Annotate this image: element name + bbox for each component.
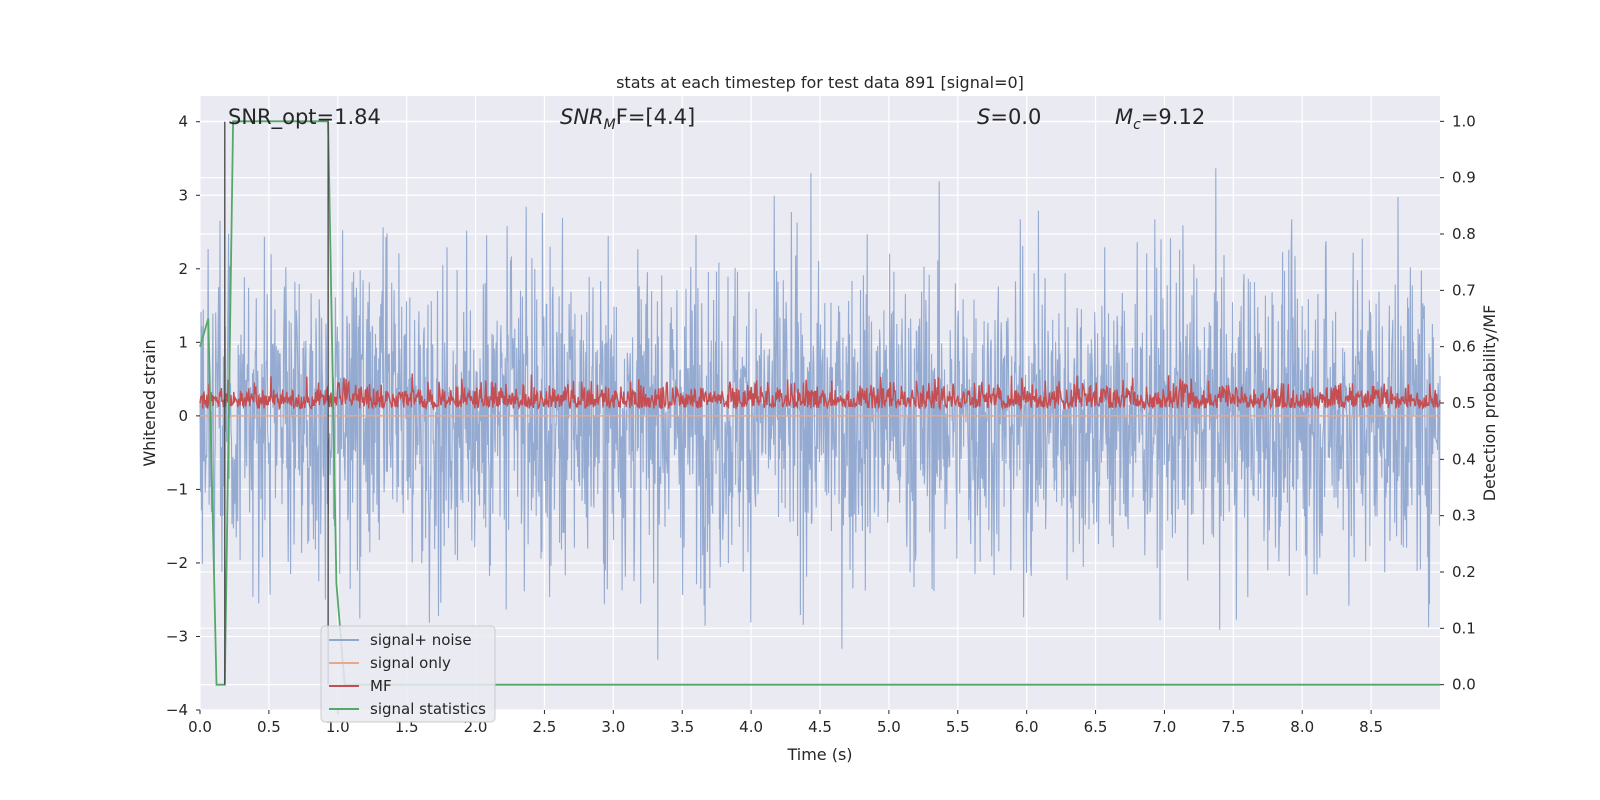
legend: signal+ noise signal only MF signal stat…: [320, 625, 496, 723]
x-tick-label: 6.5: [1084, 718, 1108, 736]
x-tick-label: 5.5: [946, 718, 970, 736]
x-tick-label: 2.5: [533, 718, 557, 736]
legend-label-signal-only: signal only: [370, 654, 451, 672]
y-axis-label: Whitened strain: [140, 339, 159, 466]
y2-axis-label: Detection probability/MF: [1480, 305, 1499, 502]
snr-mf-value: F=[4.4]: [616, 105, 695, 129]
y-tick-label: −1: [166, 480, 188, 498]
y2-tick-label: 0.3: [1452, 507, 1476, 525]
y-tick-label: 2: [178, 260, 188, 278]
x-tick-label: 3.0: [601, 718, 625, 736]
legend-label-mf: MF: [370, 677, 392, 695]
mc-annotation: Mc=9.12: [1115, 105, 1205, 133]
series-mf: [199, 373, 1441, 412]
y2-tick-label: 0.5: [1452, 394, 1476, 412]
y2-tick-label: 0.4: [1452, 450, 1476, 468]
y2-tick-label: 0.9: [1452, 169, 1476, 187]
snr-mf-subscript: M: [604, 117, 616, 133]
y-tick-label: 0: [178, 407, 188, 425]
y2-tick-label: 0.2: [1452, 563, 1476, 581]
y2-tick-label: 0.1: [1452, 619, 1476, 637]
s-symbol: S: [977, 105, 990, 129]
x-tick-label: 0.0: [188, 718, 212, 736]
x-axis-label: Time (s): [786, 745, 852, 764]
y2-tick-label: 1.0: [1452, 112, 1476, 130]
mc-symbol: M: [1115, 105, 1133, 129]
x-tick-label: 4.0: [739, 718, 763, 736]
y2-tick-label: 0.0: [1452, 676, 1476, 694]
x-ticks: 0.0 0.5 1.0 1.5 2.0 2.5 3.0 3.5 4.0 4.5 5.0 5.5 6.0 6…: [188, 710, 1383, 736]
vertical-markers: [224, 121, 329, 685]
y-ticks: 4 3 2 1 0 −1 −2 −3 −4: [166, 113, 200, 719]
y-tick-label: 1: [178, 333, 188, 351]
mc-value: =9.12: [1141, 105, 1205, 129]
y2-tick-label: 0.8: [1452, 225, 1476, 243]
x-tick-label: 3.5: [670, 718, 694, 736]
legend-label-signal-noise: signal+ noise: [370, 631, 472, 649]
y-tick-label: −2: [166, 554, 188, 572]
snr-mf-annotation: SNRMF=[4.4]: [560, 105, 695, 133]
x-tick-label: 4.5: [808, 718, 832, 736]
legend-label-signal-statistics: signal statistics: [370, 700, 486, 718]
x-tick-label: 6.0: [1015, 718, 1039, 736]
mc-subscript: c: [1133, 117, 1141, 133]
series-signal-noise: [199, 168, 1441, 660]
chart-title: stats at each timestep for test data 891…: [616, 73, 1024, 92]
x-tick-label: 0.5: [257, 718, 281, 736]
y-tick-label: −4: [166, 701, 188, 719]
y-tick-label: −3: [166, 627, 188, 645]
y-tick-label: 3: [178, 186, 188, 204]
x-tick-label: 7.5: [1221, 718, 1245, 736]
legend-box: [320, 625, 496, 723]
x-tick-label: 8.0: [1290, 718, 1314, 736]
snr-opt-annotation: SNR_opt=1.84: [228, 105, 381, 130]
y-tick-label: 4: [178, 113, 188, 131]
s-annotation: S=0.0: [977, 105, 1041, 129]
snr-mf-symbol: SNR: [560, 105, 604, 129]
x-tick-label: 5.0: [877, 718, 901, 736]
x-tick-label: 8.5: [1359, 718, 1383, 736]
y2-ticks: 1.0 0.9 0.8 0.7 0.6 0.5 0.4 0.3 0.2 0.1 0.0: [1440, 112, 1476, 694]
y2-tick-label: 0.7: [1452, 281, 1476, 299]
y2-tick-label: 0.6: [1452, 338, 1476, 356]
x-tick-label: 7.0: [1153, 718, 1177, 736]
s-value: =0.0: [990, 105, 1041, 129]
